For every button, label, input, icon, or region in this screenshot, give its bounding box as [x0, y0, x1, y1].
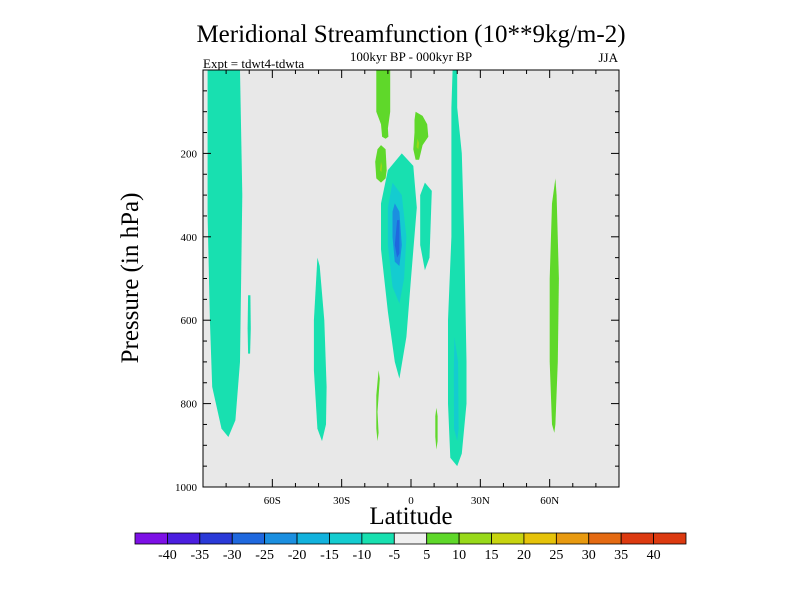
colorbar-swatch [426, 532, 460, 545]
sh-green-low-strip [376, 370, 380, 442]
colorbar-label: 20 [517, 548, 531, 563]
sh-small-cell [247, 295, 251, 354]
contour-features [207, 70, 559, 467]
colorbar-label: -40 [158, 548, 177, 563]
y-tick-label: 400 [181, 232, 198, 244]
colorbar-swatch [167, 532, 201, 545]
x-tick-label: 0 [408, 495, 414, 507]
colorbar-label: 30 [582, 548, 596, 563]
colorbar-swatch [458, 532, 492, 545]
colorbar-swatch [523, 532, 557, 545]
sh-green-top-column [376, 70, 391, 139]
nh-green-top-core [416, 138, 420, 150]
experiment-label: Expt = tdwt4-tdwta [203, 56, 304, 71]
y-tick-label: 200 [181, 148, 198, 160]
nh-subtropical-core [453, 336, 459, 442]
nh-green-low-strip [435, 407, 438, 450]
colorbar-swatch [296, 532, 330, 545]
plot-frame [202, 69, 620, 488]
axis-ticks: 60S 30S 0 30N 60N 200 400 600 800 1000 [175, 70, 619, 507]
colorbar-swatch [134, 532, 168, 545]
colorbar-label: 5 [423, 548, 430, 563]
colorbar-label: -10 [353, 548, 372, 563]
colorbar-label: -20 [288, 548, 307, 563]
colorbar-swatch-end [653, 532, 687, 545]
x-axis-label: Latitude [369, 503, 452, 530]
colorbar: -40 -35 -30 -25 -20 -15 -10 -5 5 10 15 20 25 30 35 40 [134, 532, 687, 563]
colorbar-label: 10 [452, 548, 466, 563]
sh-polar-cell [207, 70, 243, 437]
colorbar-swatch [329, 532, 363, 545]
x-tick-label: 30S [333, 495, 350, 507]
colorbar-swatch [264, 532, 298, 545]
colorbar-swatch [491, 532, 525, 545]
y-tick-label: 600 [181, 315, 198, 327]
colorbar-label: -5 [388, 548, 400, 563]
nh-high-lat-green [549, 178, 559, 433]
colorbar-swatch [231, 532, 266, 545]
season-label: JJA [598, 50, 618, 65]
colorbar-swatch [361, 532, 395, 545]
colorbar-swatch [555, 532, 590, 545]
sh-mid-cell [313, 257, 327, 442]
sh-green-blob-core [380, 161, 383, 173]
x-tick-label: 30N [471, 495, 490, 507]
colorbar-label: 25 [549, 548, 563, 563]
y-tick-label: 1000 [175, 482, 198, 494]
colorbar-label: -35 [190, 548, 209, 563]
colorbar-swatch [620, 532, 654, 545]
colorbar-label: 15 [485, 548, 499, 563]
chart-title: Meridional Streamfunction (10**9kg/m-2) [196, 21, 625, 48]
colorbar-label: 35 [614, 548, 628, 563]
colorbar-label: -25 [255, 548, 274, 563]
nh-cell-left-strip [420, 182, 432, 271]
y-axis-label: Pressure (in hPa) [117, 193, 144, 364]
colorbar-swatch [393, 532, 428, 545]
nh-subtropical-cell [448, 70, 467, 467]
colorbar-label: -30 [223, 548, 242, 563]
colorbar-label: -15 [320, 548, 339, 563]
colorbar-swatch [588, 532, 622, 545]
chart-subtitle: 100kyr BP - 000kyr BP [350, 49, 472, 64]
colorbar-swatch [199, 532, 233, 545]
colorbar-label: 40 [647, 548, 661, 563]
tropical-cell-core [394, 220, 400, 258]
y-tick-label: 800 [181, 399, 198, 411]
x-tick-label: 60S [264, 495, 281, 507]
x-tick-label: 60N [540, 495, 559, 507]
